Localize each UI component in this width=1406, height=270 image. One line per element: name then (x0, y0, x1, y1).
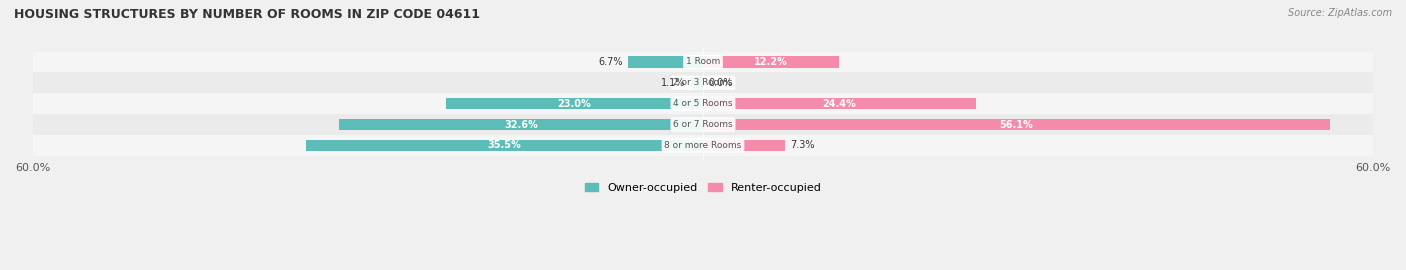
Bar (703, 140, 785, 151)
Bar (703, 56, 839, 68)
Bar (32, 135, 1374, 156)
Text: 2 or 3 Rooms: 2 or 3 Rooms (673, 78, 733, 87)
Text: HOUSING STRUCTURES BY NUMBER OF ROOMS IN ZIP CODE 04611: HOUSING STRUCTURES BY NUMBER OF ROOMS IN… (14, 8, 479, 21)
Bar (446, 98, 703, 109)
Text: 6 or 7 Rooms: 6 or 7 Rooms (673, 120, 733, 129)
Bar (703, 119, 1330, 130)
Bar (703, 98, 976, 109)
Text: 56.1%: 56.1% (1000, 120, 1033, 130)
Text: 32.6%: 32.6% (503, 120, 537, 130)
Text: 4 or 5 Rooms: 4 or 5 Rooms (673, 99, 733, 108)
Text: 35.5%: 35.5% (488, 140, 522, 150)
Bar (32, 72, 1374, 93)
Text: 8 or more Rooms: 8 or more Rooms (665, 141, 741, 150)
Bar (32, 114, 1374, 135)
Bar (628, 56, 703, 68)
Text: 23.0%: 23.0% (558, 99, 592, 109)
Text: 24.4%: 24.4% (823, 99, 856, 109)
Text: Source: ZipAtlas.com: Source: ZipAtlas.com (1288, 8, 1392, 18)
Legend: Owner-occupied, Renter-occupied: Owner-occupied, Renter-occupied (581, 178, 825, 197)
Text: 1.1%: 1.1% (661, 78, 685, 88)
Bar (307, 140, 703, 151)
Text: 0.0%: 0.0% (709, 78, 733, 88)
Text: 12.2%: 12.2% (754, 57, 787, 67)
Bar (690, 77, 703, 89)
Text: 1 Room: 1 Room (686, 58, 720, 66)
Bar (32, 93, 1374, 114)
Bar (339, 119, 703, 130)
Text: 7.3%: 7.3% (790, 140, 814, 150)
Bar (32, 52, 1374, 72)
Text: 6.7%: 6.7% (598, 57, 623, 67)
